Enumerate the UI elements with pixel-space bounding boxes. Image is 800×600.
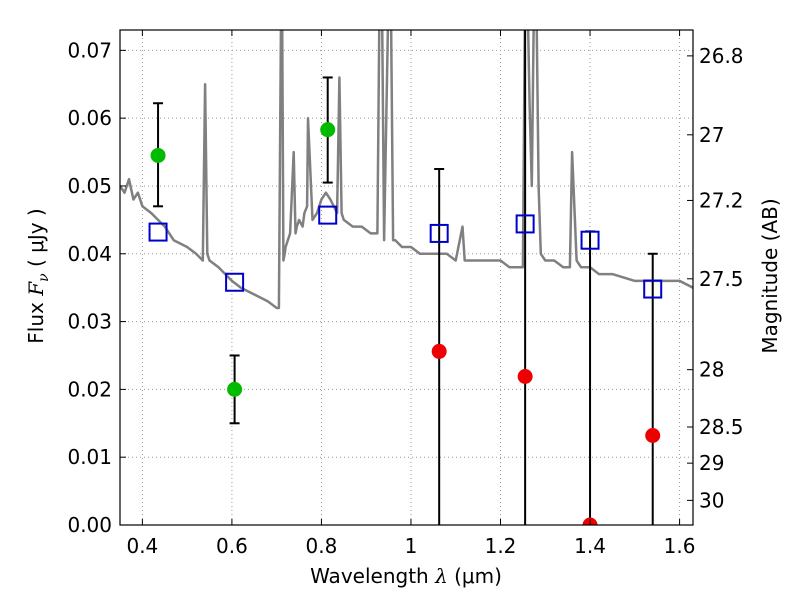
spectrum-line bbox=[120, 30, 693, 310]
y-axis-title-prefix: Flux bbox=[24, 296, 48, 344]
detection-marker bbox=[227, 381, 243, 397]
x-tick-label: 1.2 bbox=[485, 534, 517, 558]
plot-frame bbox=[119, 29, 694, 526]
model-marker bbox=[318, 205, 338, 225]
upper-limit-points bbox=[431, 343, 661, 525]
y-tick-label: 0.01 bbox=[67, 445, 112, 469]
x-axis-title-unit: (μm) bbox=[448, 564, 502, 588]
x-axis-ticks: 0.4 0.6 0.8 1 1.2 1.4 1.6 bbox=[126, 30, 695, 558]
x-tick-label: 1 bbox=[405, 534, 418, 558]
x-tick-label: 0.6 bbox=[216, 534, 248, 558]
detection-marker bbox=[320, 122, 336, 138]
x-axis-title: Wavelength λ (μm) bbox=[310, 564, 502, 588]
spectrum-series bbox=[120, 30, 693, 310]
upper-limit-marker bbox=[431, 343, 447, 359]
model-marker bbox=[643, 279, 663, 299]
errorbars bbox=[153, 30, 658, 525]
model-marker bbox=[148, 222, 168, 242]
x-axis-title-symbol: λ bbox=[434, 564, 448, 588]
model-marker bbox=[580, 230, 600, 250]
y-tick-label: 0.06 bbox=[67, 106, 112, 130]
y-tick-label: 0.05 bbox=[67, 174, 112, 198]
y-tick-label: 0.07 bbox=[67, 38, 112, 62]
y2-tick-label: 29 bbox=[699, 451, 724, 475]
y-tick-label: 0.02 bbox=[67, 377, 112, 401]
x-axis-title-prefix: Wavelength bbox=[310, 564, 435, 588]
model-marker bbox=[429, 223, 449, 243]
x-tick-label: 1.6 bbox=[664, 534, 696, 558]
y-axis-title-subscript: ν bbox=[36, 273, 52, 282]
model-marker bbox=[515, 214, 535, 234]
y-axis-title: Flux Fν ( μJy ) bbox=[24, 208, 52, 343]
y2-tick-label: 28 bbox=[699, 358, 724, 382]
y-tick-label: 0.03 bbox=[67, 310, 112, 334]
detection-points bbox=[150, 122, 336, 397]
y2-tick-label: 28.5 bbox=[699, 415, 744, 439]
y-tick-label: 0.04 bbox=[67, 242, 112, 266]
y2-tick-label: 27.2 bbox=[699, 188, 744, 212]
x-tick-label: 0.8 bbox=[306, 534, 338, 558]
y2-tick-label: 27.5 bbox=[699, 267, 744, 291]
detection-marker bbox=[150, 147, 166, 163]
y2-tick-label: 27 bbox=[699, 123, 724, 147]
y2-axis-title: Magnitude (AB) bbox=[758, 198, 782, 353]
y-axis-ticks: 0.00 0.01 0.02 0.03 0.04 0.05 0.06 0.07 bbox=[67, 38, 126, 537]
model-marker bbox=[225, 272, 245, 292]
model-points bbox=[148, 205, 663, 299]
y2-tick-label: 30 bbox=[699, 488, 724, 512]
y2-tick-label: 26.8 bbox=[699, 44, 744, 68]
y-tick-label: 0.00 bbox=[67, 513, 112, 537]
upper-limit-marker bbox=[645, 427, 661, 443]
y-axis-title-unit: ( μJy ) bbox=[24, 208, 48, 273]
y-axis-title-symbol: F bbox=[24, 281, 48, 297]
upper-limit-marker bbox=[517, 369, 533, 384]
y2-axis-ticks: 26.8 27 27.2 27.5 28 28.5 29 30 bbox=[687, 44, 744, 512]
x-tick-label: 0.4 bbox=[126, 534, 158, 558]
x-tick-label: 1.4 bbox=[574, 534, 606, 558]
